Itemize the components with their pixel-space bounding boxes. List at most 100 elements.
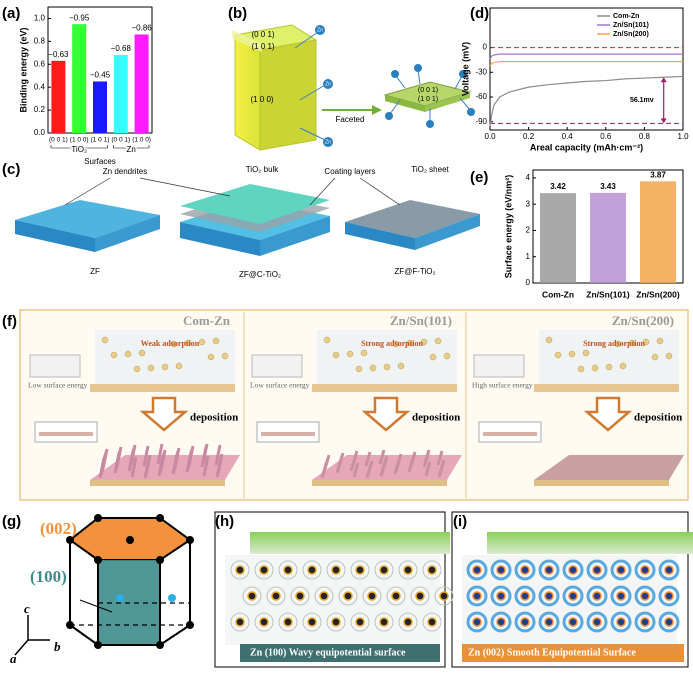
- ion: [133, 365, 141, 373]
- dendrite: [337, 452, 345, 468]
- dendrite: [366, 460, 374, 476]
- atom: [319, 591, 329, 601]
- shape: [372, 105, 382, 115]
- ion: [568, 350, 576, 358]
- atom: [283, 565, 293, 575]
- atom: [496, 565, 506, 575]
- label: Faceted: [336, 115, 365, 124]
- atom-halo: [586, 611, 608, 633]
- bar: [72, 24, 87, 134]
- atom-halo: [398, 560, 418, 580]
- dendrite: [381, 455, 389, 471]
- ion: [323, 336, 331, 344]
- series-line: [489, 75, 684, 126]
- step-label: deposition: [412, 412, 460, 424]
- deposition-arrow: [583, 396, 633, 432]
- ion: [175, 362, 183, 370]
- ion: [124, 350, 132, 358]
- label: TiO₂ bulk: [246, 165, 280, 174]
- shape: [69, 624, 99, 646]
- label: Zn dendrites: [103, 167, 147, 176]
- shape: [345, 222, 415, 250]
- panel-c: Zn dendrites Coating layers ZF ZF@C-TiO₂…: [15, 167, 480, 279]
- ion: [434, 337, 442, 345]
- ion: [332, 351, 340, 359]
- ion: [221, 352, 229, 360]
- label: Coating layers: [324, 167, 375, 176]
- shape: [156, 641, 164, 649]
- shape: [234, 34, 261, 151]
- arrow-head: [660, 77, 667, 83]
- atom: [271, 591, 281, 601]
- ion: [207, 353, 215, 361]
- legend-label: Zn/Sn(101): [613, 22, 649, 29]
- dendrite: [409, 451, 417, 467]
- ion: [170, 340, 178, 348]
- substrate: [312, 384, 457, 392]
- y-tick-label: -30: [475, 67, 487, 76]
- plot-frame: [489, 7, 684, 131]
- caption-box: [462, 644, 684, 662]
- bar-label: −0.95: [69, 13, 90, 22]
- shape: [294, 31, 319, 49]
- atom-halo: [658, 585, 680, 607]
- atom: [592, 591, 602, 601]
- shape: [15, 200, 160, 238]
- x-tick-label: (1 0 0): [70, 137, 89, 144]
- y-axis-label: Surface energy (eV/nm²): [503, 175, 513, 279]
- atom-halo: [514, 559, 536, 581]
- ion: [577, 365, 585, 373]
- label: (002): [40, 519, 77, 538]
- group-label: Zn: [127, 145, 136, 154]
- atom-halo: [374, 560, 394, 580]
- atom-halo: [302, 612, 322, 632]
- panel-title: Zn/Sn(200): [612, 313, 674, 328]
- atom-halo: [490, 585, 512, 607]
- ion: [582, 349, 590, 357]
- dendrite: [378, 449, 386, 465]
- atom-halo: [634, 559, 656, 581]
- shape: [180, 184, 330, 224]
- x-tick-label: (0 0 1): [49, 137, 68, 144]
- atom: [235, 565, 245, 575]
- dendrite: [142, 445, 150, 467]
- label: ZF: [90, 267, 100, 276]
- shape: [426, 120, 434, 128]
- value-label: 3.87: [650, 170, 666, 179]
- atom-halo: [410, 586, 430, 606]
- shape: [64, 177, 111, 206]
- atom-halo: [634, 611, 656, 633]
- dendrite: [173, 447, 181, 469]
- x-tick-label: 0.4: [562, 132, 574, 141]
- y-tick-label: 0: [483, 43, 488, 52]
- series-line: [489, 53, 683, 60]
- adsorption-label: Strong adsorption: [583, 339, 645, 348]
- droplet-box: [251, 354, 303, 378]
- atom: [259, 617, 269, 627]
- y-tick-label: -90: [475, 117, 487, 126]
- shape: [454, 75, 463, 90]
- ion: [110, 351, 118, 359]
- atom: [664, 617, 674, 627]
- panel-label: (g): [2, 513, 21, 530]
- ion: [665, 352, 673, 360]
- atom: [307, 617, 317, 627]
- atom: [391, 591, 401, 601]
- ion: [619, 362, 627, 370]
- atom: [544, 617, 554, 627]
- shape: [417, 69, 421, 85]
- bar-label: −0.86: [131, 24, 152, 33]
- atom-halo: [278, 560, 298, 580]
- step-label: deposition: [634, 412, 682, 424]
- atom: [640, 617, 650, 627]
- shape: [299, 84, 326, 101]
- dendrite: [159, 449, 167, 471]
- x-tick-label: Zn/Sn(200): [636, 289, 680, 299]
- atom-halo: [538, 611, 560, 633]
- ion: [554, 351, 562, 359]
- deposition-arrow: [361, 396, 411, 432]
- ion: [429, 353, 437, 361]
- shape: [180, 222, 260, 256]
- bar-label: −0.68: [111, 44, 132, 53]
- ion: [545, 336, 553, 344]
